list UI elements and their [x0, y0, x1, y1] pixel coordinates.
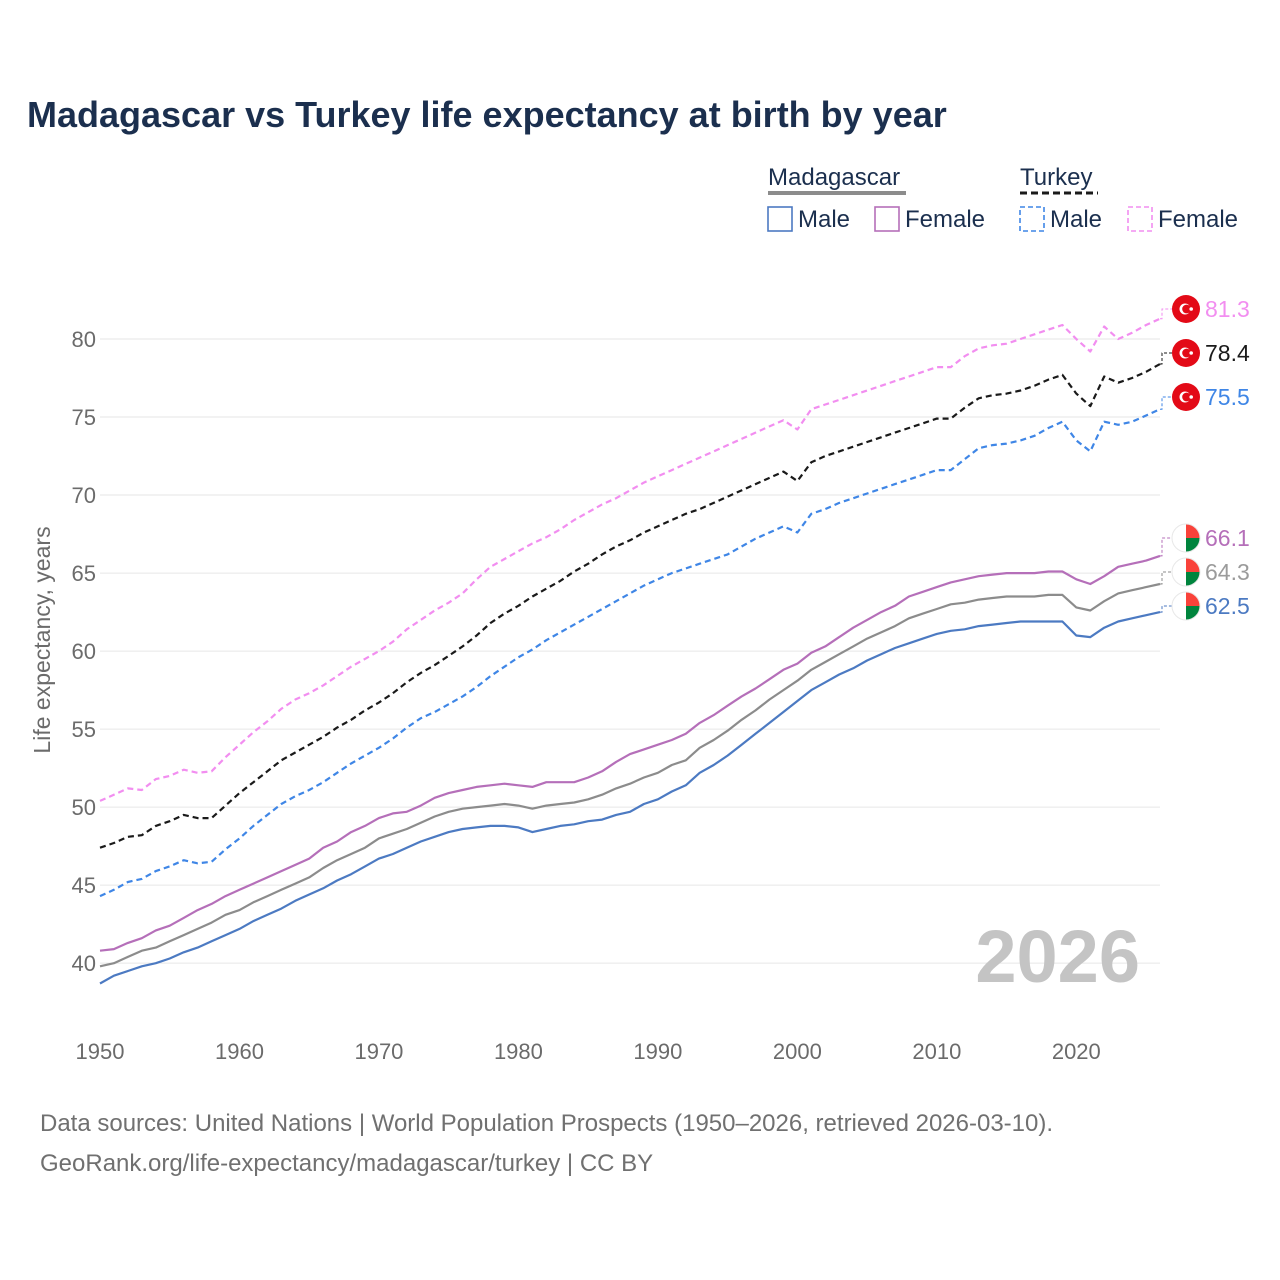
legend-swatch-madagascar-male [767, 206, 793, 232]
footer: Data sources: United Nations | World Pop… [40, 1104, 1053, 1184]
y-tick-label: 65 [72, 561, 96, 586]
chart-title: Madagascar vs Turkey life expectancy at … [27, 94, 947, 135]
legend-swatch-madagascar-female [874, 206, 900, 232]
flag-red [1186, 558, 1200, 572]
end-label-connector [1160, 396, 1172, 410]
y-axis-label: Life expectancy, years [29, 526, 55, 753]
end-label-connector [1160, 352, 1172, 365]
flag-white [1172, 558, 1186, 586]
end-value-label: 81.3 [1205, 296, 1250, 322]
turkey-flag-icon [1172, 295, 1200, 323]
end-label-connector [1160, 571, 1172, 585]
legend-group-madagascar: Madagascar [768, 164, 900, 191]
series-line-tur-female [99, 317, 1161, 802]
series-line-mdg-total [99, 582, 1161, 968]
flag-green [1186, 572, 1200, 586]
crescent-inner [1182, 348, 1191, 358]
y-tick-label: 70 [72, 483, 96, 508]
end-value-label: 66.1 [1205, 525, 1250, 551]
flag-white [1172, 592, 1186, 620]
x-tick-label: 1980 [494, 1039, 543, 1064]
legend-label-madagascar-male: Male [798, 206, 850, 233]
end-value-label: 75.5 [1205, 384, 1250, 410]
end-label-connector [1160, 308, 1172, 320]
x-tick-label: 1990 [633, 1039, 682, 1064]
end-value-label: 62.5 [1205, 593, 1250, 619]
madagascar-flag-icon [1171, 523, 1201, 553]
source-note: Data sources: United Nations | World Pop… [40, 1110, 1054, 1137]
legend-swatch-turkey-female [1127, 206, 1153, 232]
year-watermark: 2026 [975, 915, 1140, 998]
legend-label-turkey-female: Female [1158, 206, 1238, 233]
legend-swatch-turkey-male [1019, 206, 1045, 232]
series-line-mdg-male [99, 611, 1161, 985]
y-tick-label: 60 [72, 639, 96, 664]
y-tick-label: 50 [72, 795, 96, 820]
x-tick-label: 2020 [1052, 1039, 1101, 1064]
legend-label-turkey-male: Male [1050, 206, 1102, 233]
end-labels: 81.3 78.4 75.5 66.1 64.3 62.5 [1160, 295, 1250, 621]
flag-star [1189, 307, 1193, 311]
end-value-label: 78.4 [1205, 340, 1250, 366]
turkey-flag-icon [1172, 383, 1200, 411]
end-label-connector [1160, 605, 1172, 613]
end-value-label: 64.3 [1205, 559, 1250, 585]
legend: Madagascar Male Female Turkey Male Female [767, 164, 1238, 233]
flag-green [1186, 538, 1200, 552]
madagascar-flag-icon [1171, 591, 1201, 621]
x-axis: 1950 1960 1970 1980 1990 2000 2010 2020 [76, 1039, 1101, 1064]
flag-green [1186, 606, 1200, 620]
madagascar-flag-icon [1171, 557, 1201, 587]
y-tick-label: 80 [72, 327, 96, 352]
crescent-inner [1182, 392, 1191, 402]
turkey-flag-icon [1172, 339, 1200, 367]
flag-white [1172, 524, 1186, 552]
y-axis: 40 45 50 55 60 65 70 75 80 [72, 327, 96, 976]
flag-star [1189, 395, 1193, 399]
x-tick-label: 1970 [354, 1039, 403, 1064]
legend-group-turkey: Turkey [1020, 164, 1092, 191]
chart: 40 45 50 55 60 65 70 75 80 1950 1960 1970 1980 1990 2… [29, 164, 1250, 1064]
series-line-mdg-female [99, 554, 1161, 952]
flag-star [1189, 351, 1193, 355]
x-tick-label: 2010 [912, 1039, 961, 1064]
y-tick-label: 40 [72, 951, 96, 976]
legend-label-madagascar-female: Female [905, 206, 985, 233]
flag-border [1171, 557, 1201, 587]
flag-border [1171, 591, 1201, 621]
y-tick-label: 55 [72, 717, 96, 742]
x-tick-label: 2000 [773, 1039, 822, 1064]
attribution-note: GeoRank.org/life-expectancy/madagascar/t… [40, 1150, 654, 1177]
series-line-tur-total [99, 363, 1161, 849]
flag-red [1186, 592, 1200, 606]
flag-border [1171, 523, 1201, 553]
series-line-tur-male [99, 408, 1161, 898]
crescent-inner [1182, 304, 1191, 314]
y-tick-label: 45 [72, 873, 96, 898]
y-tick-label: 75 [72, 405, 96, 430]
x-tick-label: 1960 [215, 1039, 264, 1064]
grid [100, 338, 1160, 964]
x-tick-label: 1950 [76, 1039, 125, 1064]
flag-red [1186, 524, 1200, 538]
end-label-connector [1160, 537, 1172, 557]
series-lines [99, 317, 1161, 985]
